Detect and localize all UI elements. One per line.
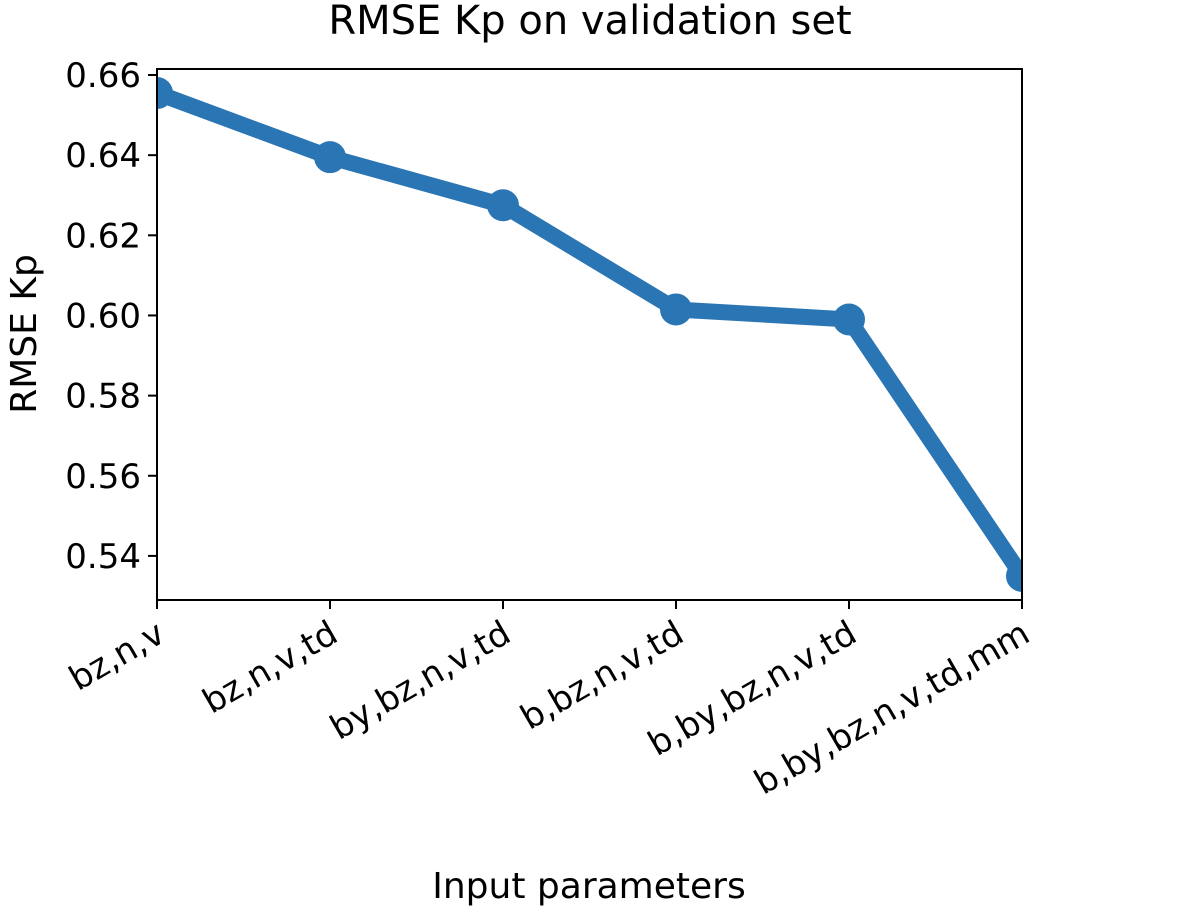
data-point bbox=[157, 77, 173, 110]
y-tick-label: 0.62 bbox=[65, 216, 141, 256]
plot-frame bbox=[156, 68, 1023, 601]
data-point bbox=[1006, 559, 1022, 592]
y-tick-label: 0.66 bbox=[65, 56, 141, 96]
y-tick-label: 0.56 bbox=[65, 457, 141, 497]
data-point bbox=[660, 293, 692, 326]
x-axis: bz,n,v bz,n,v,tdby,bz,n,v,tdb,bz,n,v,tdb,… bbox=[63, 600, 1037, 803]
series-line bbox=[157, 85, 1022, 584]
x-axis-label: Input parameters bbox=[432, 866, 745, 907]
chart-title: RMSE Kp on validation set bbox=[328, 0, 851, 44]
y-tick-label: 0.54 bbox=[65, 537, 141, 577]
y-tick-label: 0.64 bbox=[65, 136, 141, 176]
y-axis: 0.54 0.56 0.58 0.60 0.62 0.64 0.66 bbox=[65, 56, 157, 577]
data-point bbox=[487, 189, 519, 222]
x-tick-label: b,by,bz,n,v,td,mm bbox=[748, 613, 1037, 803]
data-point bbox=[314, 141, 346, 174]
x-tick-label: bz,n,v bbox=[63, 613, 172, 699]
x-tick-label: by,bz,n,v,td bbox=[323, 613, 517, 748]
y-tick-label: 0.60 bbox=[65, 296, 141, 336]
data-series bbox=[157, 77, 1022, 592]
y-axis-label: RMSE Kp bbox=[4, 254, 45, 414]
x-tick-label: bz,n,v,td bbox=[196, 613, 345, 722]
y-tick-label: 0.58 bbox=[65, 377, 141, 417]
data-point bbox=[833, 303, 865, 336]
